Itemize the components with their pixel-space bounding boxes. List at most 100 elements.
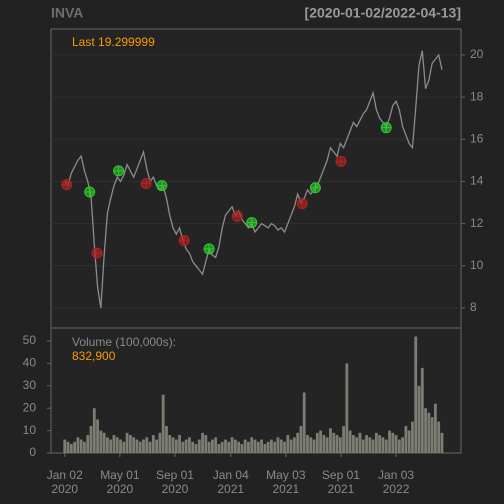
volume-bar	[174, 439, 178, 453]
volume-bar	[76, 437, 80, 453]
volume-bar	[224, 439, 227, 453]
volume-bar	[427, 412, 431, 453]
volume-bar	[119, 439, 122, 453]
volume-bar	[220, 441, 224, 453]
y-tick-label: 30	[23, 378, 37, 392]
volume-bar	[89, 426, 93, 453]
volume-bar	[338, 437, 342, 453]
volume-bar	[69, 444, 73, 453]
volume-bar	[404, 426, 408, 453]
y-tick-label: 20	[470, 47, 484, 61]
volume-bar	[332, 432, 336, 453]
x-tick-label: Sep 01 2020	[155, 468, 194, 496]
volume-bar	[125, 432, 129, 453]
signal-marker	[178, 234, 190, 246]
volume-bar	[188, 437, 191, 453]
volume-bar	[135, 439, 139, 453]
volume-bar	[106, 437, 109, 453]
volume-bar	[181, 441, 185, 453]
volume-bar	[122, 441, 126, 453]
volume-bar	[263, 444, 267, 453]
volume-bar	[112, 435, 116, 453]
x-tick-label: Sep 01 2021	[321, 468, 360, 496]
y-tick-label: 10	[23, 423, 37, 437]
volume-bar	[115, 437, 119, 453]
volume-bar	[191, 441, 195, 453]
signal-marker	[335, 155, 347, 167]
volume-bar	[299, 426, 303, 453]
volume-bar	[424, 408, 427, 453]
signal-marker	[309, 182, 321, 194]
volume-bar	[256, 441, 260, 453]
volume-bar	[145, 437, 149, 453]
volume-bar	[319, 430, 323, 453]
volume-bar	[79, 439, 83, 453]
volume-bar	[210, 439, 214, 453]
volume-bar	[371, 439, 375, 453]
volume-bar	[92, 408, 96, 453]
volume-bar	[365, 435, 368, 453]
volume-bar	[309, 437, 313, 453]
volume-bar	[358, 432, 362, 453]
y-tick-label: 20	[23, 400, 37, 414]
volume-bar	[289, 439, 293, 453]
volume-panel	[50, 327, 462, 454]
signal-marker	[84, 186, 96, 198]
signal-marker	[231, 210, 243, 222]
volume-bar	[151, 435, 155, 453]
volume-bar	[312, 439, 316, 453]
volume-bar	[276, 437, 280, 453]
last-value: Last 19.299999	[72, 35, 155, 49]
volume-bar	[335, 435, 339, 453]
volume-bar	[361, 439, 365, 453]
volume-bar	[204, 435, 208, 453]
volume-bar	[302, 392, 306, 453]
volume-bar	[171, 437, 175, 453]
volume-bar	[420, 367, 424, 453]
volume-bar	[283, 441, 286, 453]
y-tick-label: 8	[470, 300, 477, 314]
volume-bar	[128, 435, 132, 453]
signal-marker	[156, 180, 168, 192]
volume-bar	[253, 439, 257, 453]
y-tick-label: 12	[470, 216, 484, 230]
volume-bar	[178, 435, 181, 453]
volume-bar	[325, 437, 329, 453]
volume-bar	[273, 441, 277, 453]
volume-bar	[155, 439, 159, 453]
volume-bar	[306, 435, 309, 453]
volume-bar	[355, 437, 359, 453]
chart-title: INVA	[51, 5, 83, 21]
volume-bar	[63, 439, 67, 453]
volume-bar	[66, 441, 70, 453]
y-tick-label: 50	[23, 333, 37, 347]
volume-bar	[86, 435, 90, 453]
signal-marker	[380, 122, 392, 134]
x-tick-label: Jan 02 2020	[46, 468, 83, 496]
volume-bar	[201, 432, 204, 453]
signal-marker	[113, 165, 125, 177]
x-tick-label: Jan 04 2021	[212, 468, 249, 496]
volume-bar	[99, 430, 103, 453]
x-tick-label: Jan 03 2022	[378, 468, 415, 496]
volume-bar	[374, 432, 378, 453]
volume-last: 832,900	[72, 349, 116, 363]
volume-bar	[266, 441, 270, 453]
volume-bar	[394, 435, 398, 453]
signal-marker	[203, 243, 215, 255]
volume-bar	[217, 444, 221, 453]
volume-bar	[132, 437, 136, 453]
volume-bar	[260, 439, 263, 453]
volume-bar	[414, 336, 418, 453]
volume-bar	[73, 441, 77, 453]
volume-bar	[214, 437, 218, 453]
signal-marker	[61, 179, 73, 191]
volume-bar	[194, 444, 198, 453]
volume-bar	[250, 437, 254, 453]
volume-bar	[342, 426, 345, 453]
volume-bar	[430, 417, 434, 453]
volume-bar	[391, 432, 395, 453]
x-tick-label: May 01 2020	[100, 468, 140, 496]
